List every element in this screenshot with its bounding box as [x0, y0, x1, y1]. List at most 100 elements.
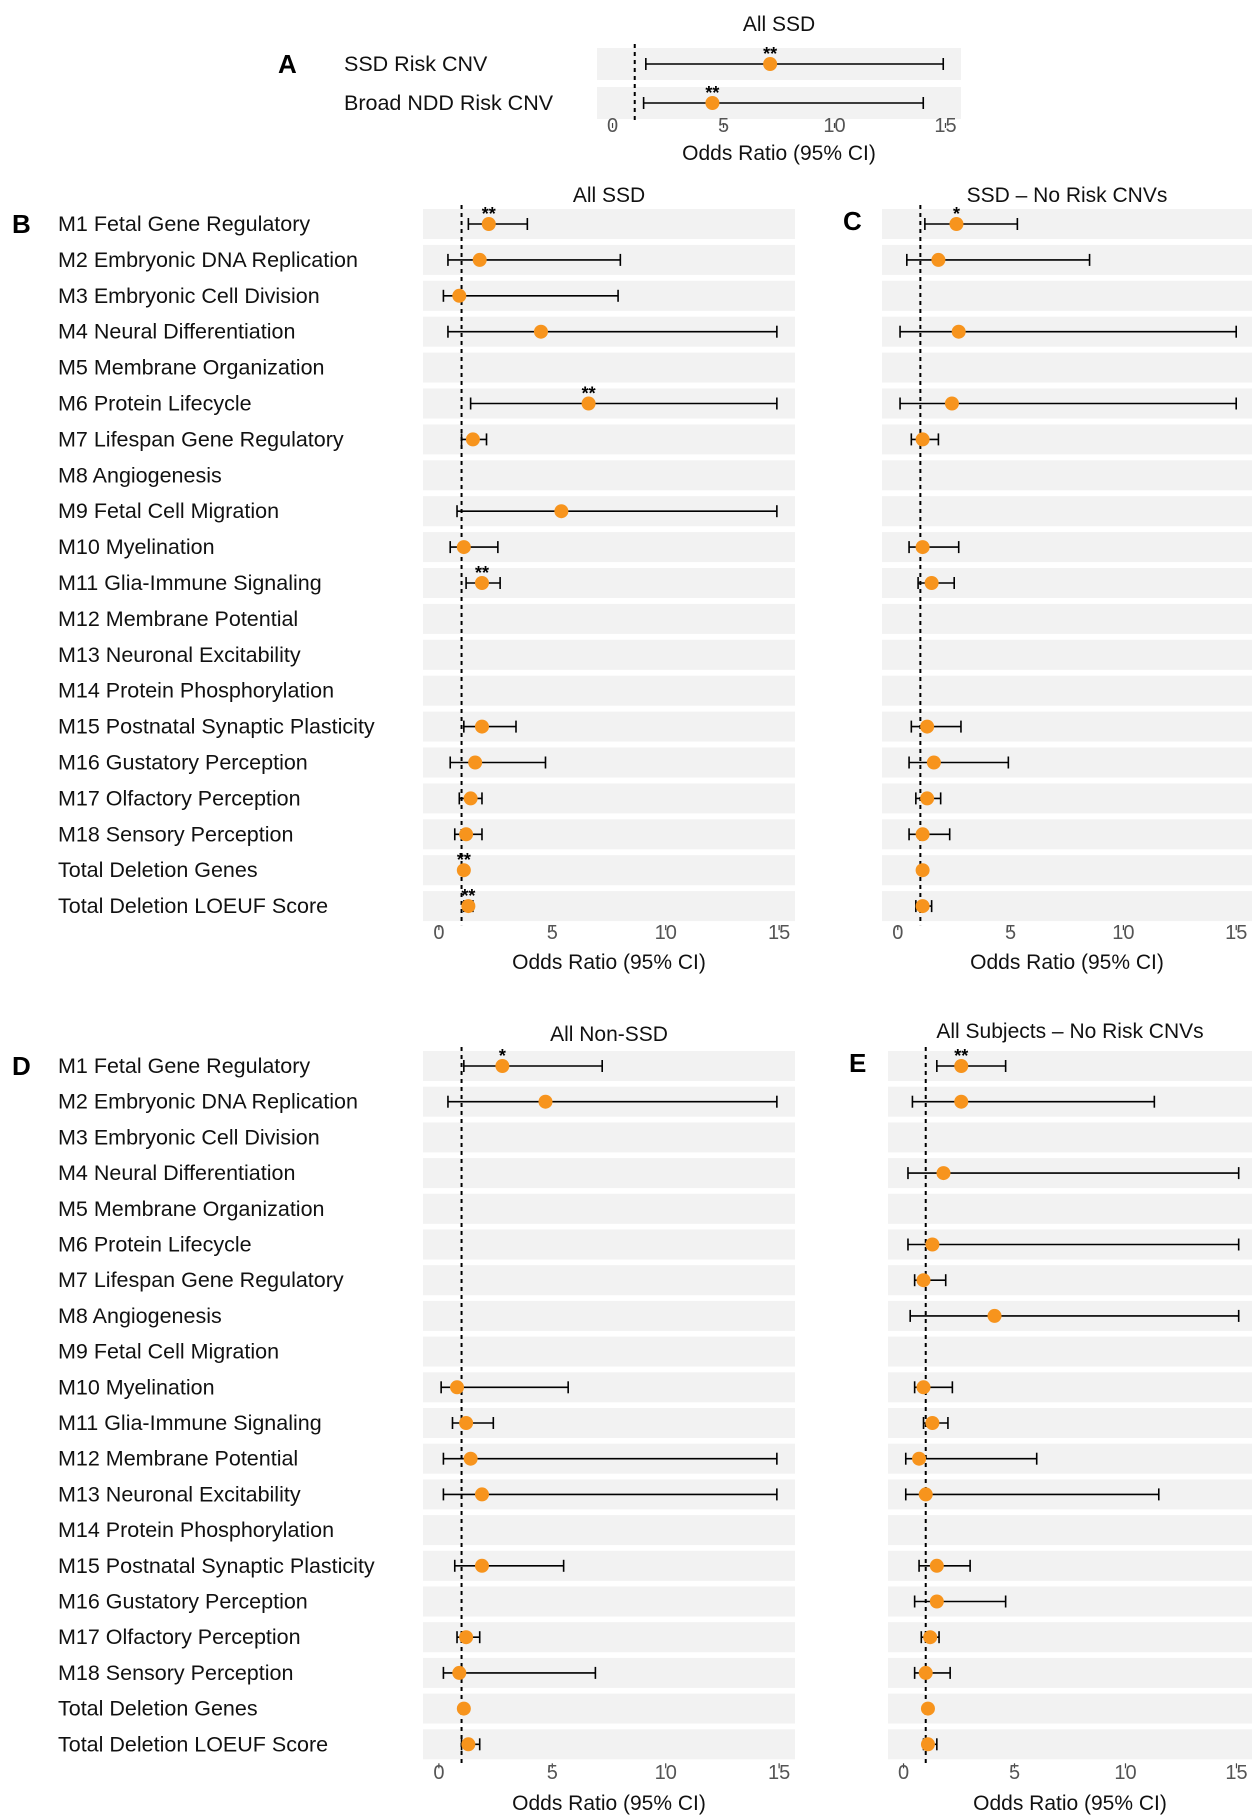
row-label: M3 Embryonic Cell Division	[58, 1125, 320, 1149]
x-tick-label: 5	[1009, 1762, 1020, 1784]
significance-label: **	[482, 204, 496, 224]
row-label: M5 Membrane Organization	[58, 1197, 324, 1221]
row-band	[423, 1622, 795, 1653]
row-band	[882, 352, 1252, 383]
row-band	[882, 280, 1252, 311]
row-band	[423, 891, 795, 922]
odds-ratio-point	[924, 576, 939, 590]
row-label: M9 Fetal Cell Migration	[58, 499, 279, 523]
odds-ratio-point	[929, 1558, 944, 1573]
significance-label: **	[582, 384, 596, 404]
odds-ratio-point	[474, 1487, 489, 1502]
row-label: M8 Angiogenesis	[58, 463, 222, 487]
odds-ratio-point	[916, 1273, 931, 1288]
x-axis-label: Odds Ratio (95% CI)	[512, 1792, 706, 1815]
odds-ratio-point	[918, 1665, 933, 1680]
row-band	[888, 1515, 1252, 1546]
row-label: M12 Membrane Potential	[58, 1447, 298, 1471]
row-label: M7 Lifespan Gene Regulatory	[58, 1268, 344, 1292]
odds-ratio-point	[918, 1487, 933, 1502]
row-label: M17 Olfactory Perception	[58, 1625, 301, 1649]
odds-ratio-point	[936, 1166, 951, 1181]
row-band	[882, 603, 1252, 634]
odds-ratio-point	[459, 1630, 474, 1645]
row-band	[423, 1515, 795, 1546]
row-band	[882, 639, 1252, 670]
row-label: M13 Neuronal Excitability	[58, 643, 301, 667]
odds-ratio-point	[949, 217, 964, 231]
panel-letter: B	[12, 209, 31, 239]
row-band	[888, 1622, 1252, 1653]
odds-ratio-point	[705, 96, 720, 110]
row-label: M9 Fetal Cell Migration	[58, 1340, 279, 1364]
x-tick-label: 10	[1112, 922, 1134, 944]
odds-ratio-point	[533, 324, 548, 339]
odds-ratio-point	[920, 719, 935, 734]
panel-b: B All SSD M1 Fetal Gene Regulatory M2 Embry…	[12, 184, 795, 974]
row-label: M6 Protein Lifecycle	[58, 1233, 252, 1257]
x-tick-label: 5	[1005, 922, 1016, 944]
row-band	[423, 639, 795, 670]
x-tick-label: 10	[823, 115, 845, 137]
significance-label: **	[475, 563, 489, 583]
odds-ratio-point	[495, 1059, 510, 1073]
odds-ratio-point	[463, 791, 478, 806]
row-band	[423, 1193, 795, 1224]
odds-ratio-point	[987, 1308, 1002, 1323]
odds-ratio-point	[538, 1094, 553, 1109]
row-label: M8 Angiogenesis	[58, 1304, 222, 1328]
x-tick-label: 10	[655, 922, 677, 944]
x-axis-label: Odds Ratio (95% CI)	[973, 1792, 1167, 1815]
significance-label: *	[953, 204, 960, 224]
odds-ratio-point	[926, 755, 941, 770]
x-tick-label: 0	[433, 922, 444, 944]
odds-ratio-point	[581, 396, 596, 411]
row-band	[423, 1729, 795, 1760]
odds-ratio-point	[915, 540, 930, 555]
odds-ratio-point	[461, 1737, 476, 1752]
odds-ratio-point	[925, 1416, 940, 1430]
odds-ratio-point	[920, 1701, 935, 1716]
x-axis-label: Odds Ratio (95% CI)	[970, 951, 1164, 974]
x-tick-label: 0	[892, 922, 903, 944]
row-band	[888, 1336, 1252, 1367]
row-band	[882, 855, 1252, 886]
odds-ratio-point	[929, 1594, 944, 1609]
row-band	[423, 1158, 795, 1189]
row-label: M16 Gustatory Perception	[58, 1590, 308, 1614]
row-band	[423, 1229, 795, 1260]
row-band	[423, 1300, 795, 1331]
panel-title: SSD – No Risk CNVs	[967, 184, 1168, 207]
row-label: M10 Myelination	[58, 1375, 215, 1399]
row-band	[423, 1265, 795, 1296]
row-label: M18 Sensory Perception	[58, 822, 293, 846]
row-label: Broad NDD Risk CNV	[344, 91, 554, 115]
row-band	[423, 603, 795, 634]
odds-ratio-point	[915, 863, 930, 878]
row-band	[882, 891, 1252, 922]
row-band	[423, 819, 795, 850]
row-label: M4 Neural Differentiation	[58, 1161, 295, 1185]
odds-ratio-point	[763, 57, 778, 71]
odds-ratio-point	[450, 1380, 465, 1395]
row-label: Total Deletion Genes	[58, 858, 258, 882]
panel-title: All Non-SSD	[550, 1023, 668, 1046]
significance-label: **	[954, 1046, 968, 1066]
row-band	[888, 1193, 1252, 1224]
row-label: M2 Embryonic DNA Replication	[58, 248, 358, 272]
x-tick-label: 15	[768, 922, 790, 944]
row-band	[882, 424, 1252, 455]
x-tick-label: 5	[547, 922, 558, 944]
panel-title: All Subjects – No Risk CNVs	[936, 1020, 1203, 1043]
row-band	[882, 496, 1252, 527]
odds-ratio-point	[925, 1237, 940, 1252]
odds-ratio-point	[915, 899, 930, 914]
row-band	[888, 1693, 1252, 1724]
panel-d: D All Non-SSD M1 Fetal Gene Regulatory M2 E…	[12, 1023, 795, 1815]
odds-ratio-point	[452, 1665, 467, 1680]
x-tick-label: 0	[433, 1762, 444, 1784]
row-label: M11 Glia-Immune Signaling	[58, 1411, 322, 1435]
row-label: M11 Glia-Immune Signaling	[58, 571, 322, 595]
odds-ratio-point	[463, 1451, 478, 1466]
